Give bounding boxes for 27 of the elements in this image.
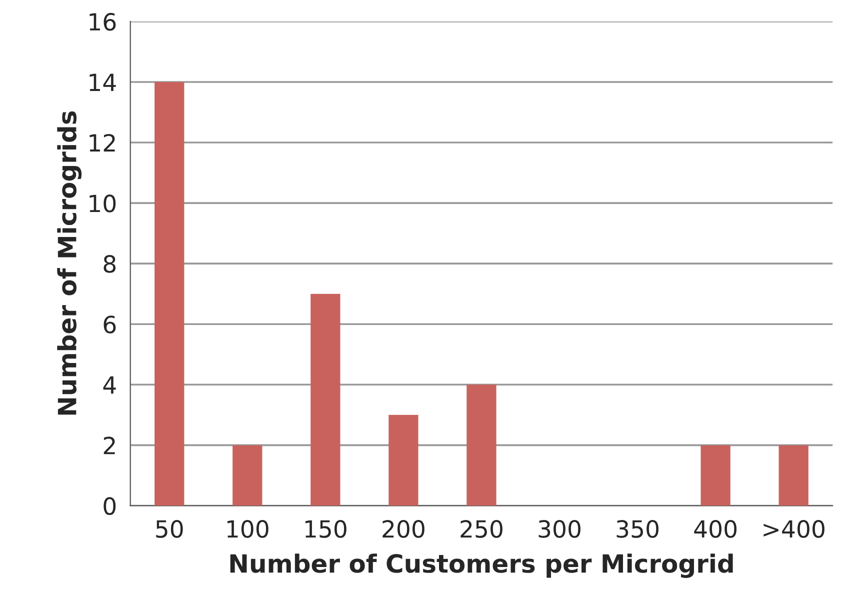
y-tick-label: 16 (90, 12, 116, 31)
y-tick-label: 8 (104, 255, 116, 273)
y-tick-label: 4 (103, 376, 116, 394)
x-tick-label: 150 (305, 520, 346, 538)
y-tick-label: 2 (104, 436, 115, 454)
x-tick-label: 300 (538, 520, 580, 538)
x-tick-label: >400 (764, 520, 824, 538)
x-tick-label: 250 (460, 520, 502, 538)
bar (778, 445, 808, 506)
x-tick-label: 100 (227, 520, 268, 538)
bar (154, 82, 184, 506)
bar (310, 294, 340, 506)
bar (700, 445, 730, 506)
x-tick-label: 50 (156, 520, 183, 538)
x-tick-label: 350 (616, 520, 658, 538)
y-tick-label: 6 (104, 316, 116, 334)
y-axis-title: Number of Microgrids (57, 111, 82, 415)
bar (388, 414, 418, 506)
y-tick-label: 0 (104, 497, 116, 516)
x-tick-label: 400 (694, 520, 737, 538)
y-tick-label: 14 (90, 74, 116, 91)
x-tick-label: 200 (382, 520, 424, 538)
bar (232, 445, 262, 506)
y-tick-label: 12 (90, 134, 115, 152)
x-axis-title: Number of Customers per Microgrid (230, 554, 733, 578)
y-tick-label: 10 (90, 194, 116, 212)
bar (466, 384, 496, 506)
